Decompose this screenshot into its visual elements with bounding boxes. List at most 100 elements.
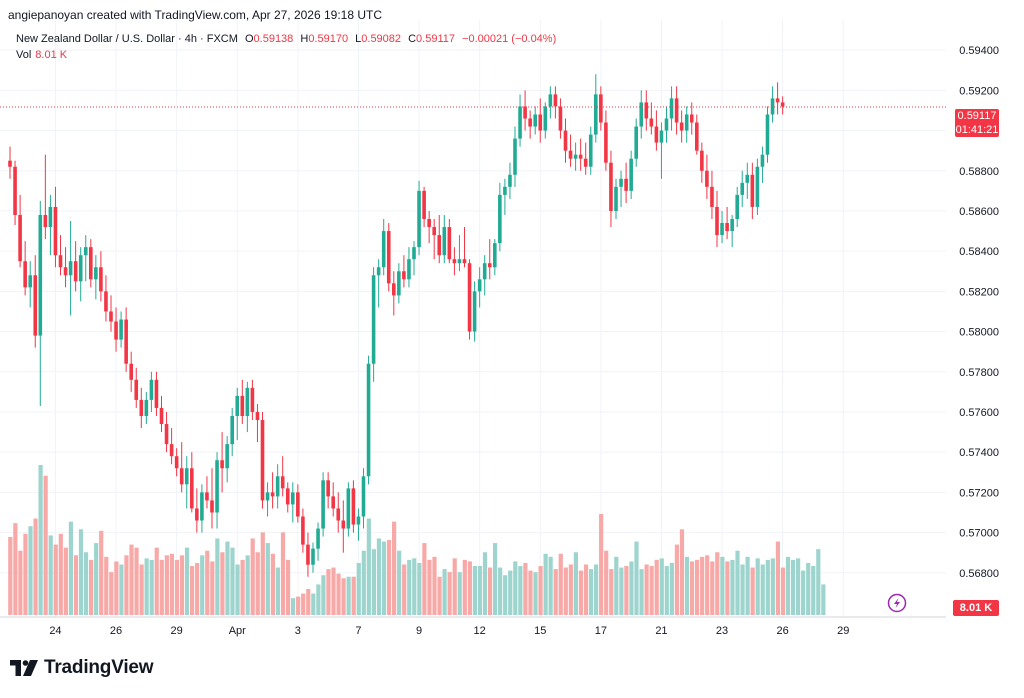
candle-body xyxy=(291,492,295,505)
volume-bar xyxy=(447,572,452,615)
volume-label: Vol xyxy=(16,49,32,61)
candle-body xyxy=(260,420,265,501)
candle-body xyxy=(417,190,421,248)
volume-bar xyxy=(235,564,240,615)
volume-bar xyxy=(48,535,53,615)
candle-body xyxy=(477,279,482,292)
candle-body xyxy=(629,158,633,191)
volume-legend[interactable]: Vol 8.01 K xyxy=(16,49,67,61)
volume-bar xyxy=(53,544,58,615)
volume-bar xyxy=(664,566,669,615)
volume-bar xyxy=(311,593,316,615)
candle-body xyxy=(210,500,214,513)
symbol-legend[interactable]: New Zealand Dollar / U.S. Dollar · 4h · … xyxy=(16,33,556,45)
volume-bar xyxy=(649,566,654,615)
volume-bar xyxy=(472,566,477,615)
candle-body xyxy=(23,261,27,288)
time-tick-label: 26 xyxy=(777,625,789,637)
price-tick-label: 0.57600 xyxy=(959,407,999,419)
candle-body xyxy=(169,444,174,457)
volume-bar xyxy=(755,558,760,615)
candle-body xyxy=(336,508,341,521)
candle-body xyxy=(250,387,255,412)
candle-body xyxy=(533,114,537,127)
volume-bar xyxy=(538,566,543,615)
volume-bar xyxy=(83,552,89,615)
candle-body xyxy=(720,223,724,236)
candle-body xyxy=(235,395,240,416)
candle-body xyxy=(346,488,351,529)
candle-body xyxy=(215,460,219,513)
candle-body xyxy=(669,98,674,119)
time-tick-label: 23 xyxy=(716,625,728,637)
candle-body xyxy=(371,275,376,364)
candle-body xyxy=(99,267,103,292)
candle-body xyxy=(174,456,179,469)
volume-bar xyxy=(417,562,422,615)
chart-credit: angiepanoyan created with TradingView.co… xyxy=(8,8,383,22)
volume-bar xyxy=(503,575,508,615)
candle-body xyxy=(422,190,426,219)
candle-body xyxy=(48,206,53,228)
time-tick-label: 15 xyxy=(534,625,546,637)
candle-body xyxy=(634,126,638,159)
volume-bar xyxy=(341,578,346,615)
volume-bar xyxy=(371,549,376,615)
volume-bar xyxy=(265,543,270,615)
price-tick-label: 0.58200 xyxy=(959,286,999,298)
volume-bar xyxy=(195,562,200,615)
volume-bar xyxy=(715,552,720,615)
tradingview-logo[interactable]: TradingView xyxy=(10,657,154,679)
volume-bar xyxy=(23,533,28,615)
candle-body xyxy=(407,259,411,280)
candle-body xyxy=(639,102,644,127)
volume-bar xyxy=(811,566,816,615)
replay-icon[interactable] xyxy=(887,593,907,613)
candle-body xyxy=(583,158,588,167)
candle-body xyxy=(498,194,502,244)
volume-bar xyxy=(260,532,265,615)
volume-bar xyxy=(432,556,437,615)
candle-body xyxy=(195,508,199,521)
candle-body xyxy=(624,178,628,191)
candle-body xyxy=(654,126,659,143)
time-tick-label: 17 xyxy=(595,625,607,637)
volume-bar xyxy=(599,513,604,615)
candle-body xyxy=(735,194,739,219)
candle-body xyxy=(13,166,17,215)
candle-body xyxy=(467,263,472,332)
candle-body xyxy=(190,468,194,509)
candle-body xyxy=(270,492,275,497)
candle-body xyxy=(775,98,780,103)
candle-body xyxy=(543,106,548,131)
time-axis[interactable]: 24 26 29 Apr 3 7 9 12 15 17 21 23 26 29 xyxy=(49,625,849,637)
candle-body xyxy=(275,476,280,497)
candle-body xyxy=(341,520,346,529)
candle-body xyxy=(89,247,93,280)
volume-bar xyxy=(33,518,38,615)
candle-body xyxy=(301,516,305,545)
volume-bar xyxy=(356,562,361,615)
volume-bar xyxy=(291,598,296,615)
candle-body xyxy=(770,98,775,115)
volume-bar xyxy=(422,543,427,615)
candle-body xyxy=(588,134,593,167)
candle-body xyxy=(548,94,553,107)
volume-bar xyxy=(452,558,457,615)
candle-body xyxy=(255,411,260,421)
volume-bar xyxy=(316,584,321,615)
volume-bar xyxy=(780,567,786,615)
candle-body xyxy=(109,311,113,322)
volume-bar xyxy=(437,576,442,615)
volume-bar xyxy=(174,559,180,615)
symbol-title[interactable]: New Zealand Dollar / U.S. Dollar · 4h · … xyxy=(16,33,238,45)
volume-bar xyxy=(13,523,18,615)
volume-bar xyxy=(164,555,169,615)
volume-bar xyxy=(255,552,260,615)
candle-body xyxy=(361,476,366,517)
candle-body xyxy=(225,444,229,469)
volume-bar xyxy=(104,556,109,615)
last-price-tag: 0.59117 01:41:21 xyxy=(955,109,999,137)
candle-body xyxy=(447,227,452,260)
